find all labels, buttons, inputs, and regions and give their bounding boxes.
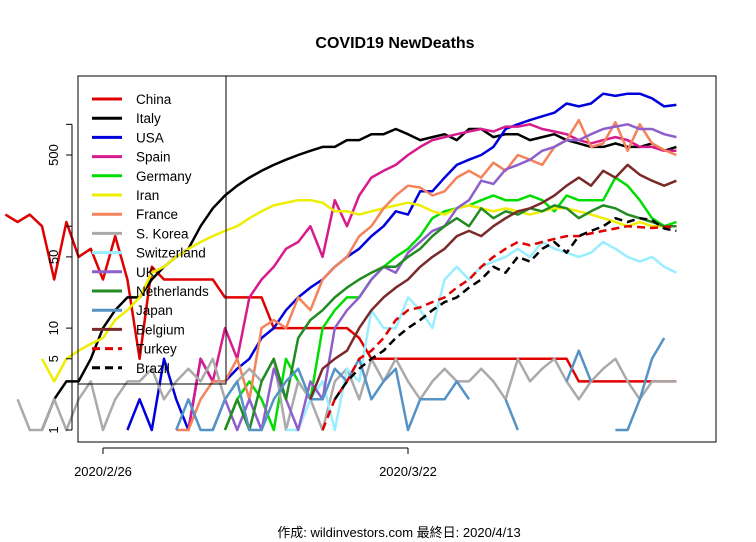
series-line-japan — [615, 337, 666, 432]
x-tick-label: 2020/2/26 — [74, 464, 132, 479]
series-line-brazil — [333, 216, 677, 401]
series-line-france — [176, 118, 677, 432]
series-line-switzerland — [286, 240, 677, 432]
series-line-japan — [504, 398, 519, 431]
series-line-japan — [565, 349, 593, 382]
legend-label-s-korea: S. Korea — [136, 226, 189, 241]
series-line-turkey — [321, 224, 677, 431]
plot-lines — [4, 92, 677, 432]
y-tick-label: 5 — [46, 355, 61, 362]
legend-label-turkey: Turkey — [136, 342, 177, 357]
legend-label-brazil: Brazil — [136, 361, 170, 376]
chart-title: COVID19 NewDeaths — [315, 35, 474, 52]
legend-label-belgium: Belgium — [136, 322, 185, 337]
x-axis: 2020/2/26 2020/3/22 — [74, 447, 437, 479]
legend-label-uk: UK — [136, 265, 155, 280]
series-line-china — [4, 213, 677, 383]
legend-label-usa: USA — [136, 130, 164, 145]
y-tick-label: 50 — [46, 250, 61, 264]
legend-label-switzerland: Switzerland — [136, 246, 206, 261]
legend-label-china: China — [136, 92, 172, 107]
y-tick-label: 1 — [46, 426, 61, 433]
legend-label-italy: Italy — [136, 111, 161, 126]
series-line-netherlands — [223, 204, 677, 432]
series-line-belgium — [309, 163, 677, 400]
legend-label-netherlands: Netherlands — [136, 284, 209, 299]
y-tick-label: 500 — [46, 144, 61, 166]
legend-label-iran: Iran — [136, 188, 159, 203]
legend-label-japan: Japan — [136, 303, 173, 318]
series-line-iran — [40, 198, 677, 383]
legend: China Italy USA Spain Germany Iran France S. Ko… — [77, 75, 227, 385]
legend-label-spain: Spain — [136, 150, 171, 165]
series-line-japan — [175, 357, 471, 432]
x-tick-label: 2020/3/22 — [379, 464, 437, 479]
legend-label-germany: Germany — [136, 169, 192, 184]
legend-label-france: France — [136, 207, 178, 222]
legend-box — [77, 75, 227, 385]
series-line-spain — [187, 123, 677, 431]
chart-caption: 作成: wildinvestors.com 最終日: 2020/4/13 — [277, 525, 520, 540]
y-tick-label: 10 — [46, 321, 61, 335]
y-axis: 1 5 10 50 500 — [46, 123, 73, 434]
